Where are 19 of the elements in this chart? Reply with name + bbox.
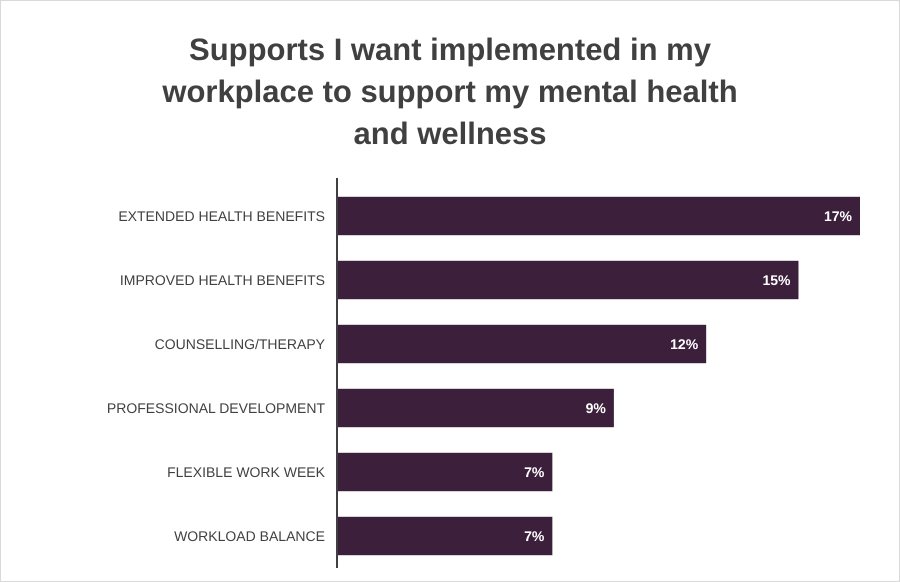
bar bbox=[337, 452, 552, 492]
chart-title: Supports I want implemented in my workplace to support my mental health and wellness bbox=[161, 32, 738, 151]
y-tick-label: WORKLOAD BALANCE bbox=[174, 528, 325, 544]
y-tick-label: IMPROVED HEALTH BENEFITS bbox=[120, 272, 325, 288]
y-tick-label: FLEXIBLE WORK WEEK bbox=[167, 464, 326, 480]
bar bbox=[337, 388, 614, 428]
bar bbox=[337, 324, 706, 364]
data-label: 17% bbox=[824, 208, 853, 224]
data-label: 7% bbox=[524, 464, 545, 480]
data-label: 15% bbox=[762, 272, 792, 288]
y-tick-label: PROFESSIONAL DEVELOPMENT bbox=[106, 400, 326, 416]
y-tick-label: EXTENDED HEALTH BENEFITS bbox=[118, 208, 325, 224]
y-tick-label: COUNSELLING/THERAPY bbox=[154, 336, 326, 352]
data-label: 9% bbox=[586, 400, 606, 416]
data-label: 7% bbox=[524, 528, 545, 544]
bar bbox=[337, 196, 860, 236]
bar bbox=[337, 516, 552, 556]
data-label: 12% bbox=[670, 336, 699, 352]
bar bbox=[337, 260, 798, 300]
